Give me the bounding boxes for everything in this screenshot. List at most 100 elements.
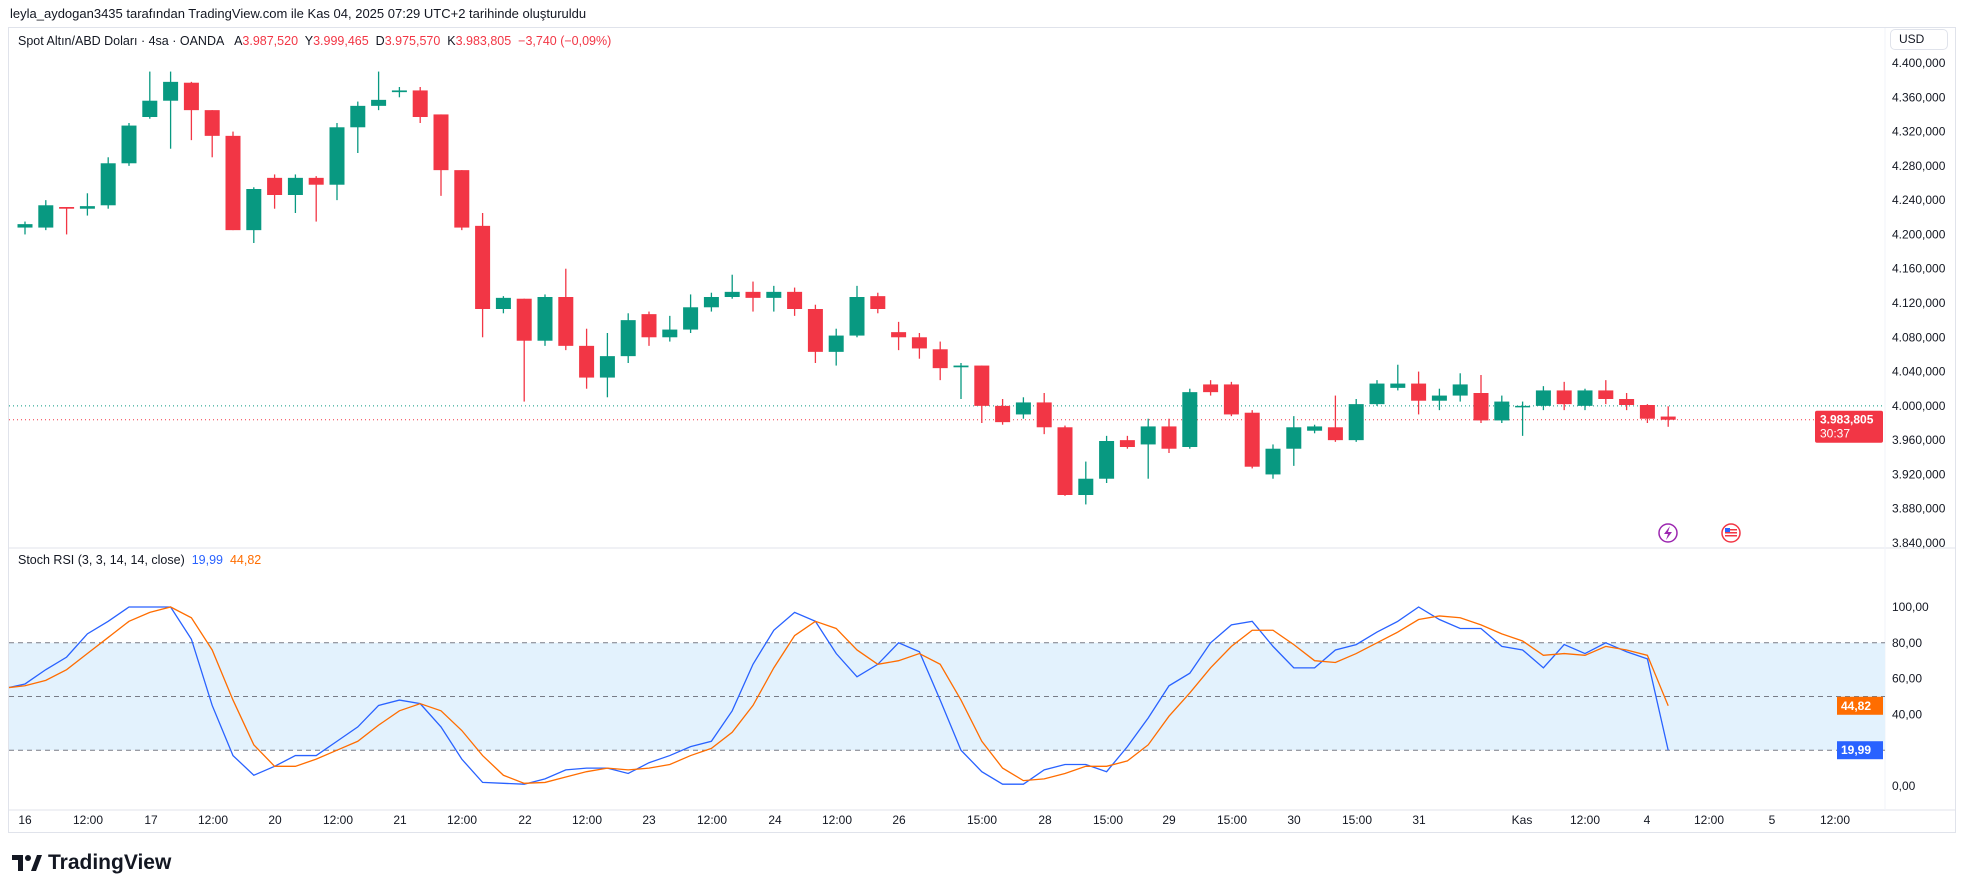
indicator-title: Stoch RSI (3, 3, 14, 14, close) bbox=[18, 553, 185, 567]
time-tick-label: 12:00 bbox=[447, 813, 477, 827]
candle-body bbox=[870, 296, 886, 309]
candle bbox=[495, 296, 511, 314]
candle-body bbox=[724, 291, 740, 297]
flag-stripe bbox=[1725, 535, 1737, 537]
currency-button[interactable]: USD bbox=[1890, 29, 1948, 50]
time-tick-label: 31 bbox=[1412, 813, 1426, 827]
rsi-tick-label: 40,00 bbox=[1892, 707, 1922, 721]
candle bbox=[891, 321, 907, 351]
candle bbox=[995, 399, 1011, 425]
time-tick-label: 30 bbox=[1287, 813, 1301, 827]
time-tick-label: 12:00 bbox=[73, 813, 103, 827]
candle bbox=[308, 176, 324, 222]
rsi-tick-label: 0,00 bbox=[1892, 779, 1916, 793]
candle bbox=[1473, 375, 1489, 423]
rsi-tick-label: 100,00 bbox=[1892, 600, 1929, 614]
candle-body bbox=[891, 332, 907, 338]
logo-text: TradingView bbox=[48, 851, 172, 874]
price-tick-label: 4.320,000 bbox=[1892, 125, 1946, 139]
candle-body bbox=[1307, 426, 1323, 431]
candle bbox=[849, 285, 865, 338]
candle-body bbox=[163, 81, 179, 101]
candle-body bbox=[412, 90, 428, 117]
candle bbox=[828, 328, 844, 366]
candle-body bbox=[38, 205, 54, 228]
price-tick-label: 4.360,000 bbox=[1892, 90, 1946, 104]
candle-body bbox=[599, 356, 615, 378]
candle bbox=[516, 298, 532, 402]
candle-body bbox=[246, 189, 262, 231]
candle bbox=[1411, 371, 1427, 415]
last-price-label: 3.983,805 bbox=[1820, 413, 1874, 427]
candle-body bbox=[1327, 427, 1343, 441]
candle bbox=[433, 114, 449, 196]
price-tick-label: 3.880,000 bbox=[1892, 502, 1946, 516]
price-tick-label: 4.160,000 bbox=[1892, 262, 1946, 276]
low-label: D bbox=[375, 34, 385, 48]
candle bbox=[1078, 461, 1094, 505]
candle-body bbox=[703, 297, 719, 308]
candle bbox=[454, 170, 470, 231]
candle-body bbox=[911, 337, 927, 349]
candle-body bbox=[1244, 412, 1260, 467]
candle bbox=[683, 294, 699, 333]
candle bbox=[1390, 364, 1406, 391]
symbol-title: Spot Altın/ABD Doları · 4sa · OANDA bbox=[18, 34, 225, 48]
candle bbox=[1203, 380, 1219, 396]
candle bbox=[537, 294, 553, 346]
candle bbox=[350, 101, 366, 153]
candle-body bbox=[953, 365, 969, 368]
candle bbox=[1307, 424, 1323, 434]
candle bbox=[703, 292, 719, 312]
candle-body bbox=[1515, 405, 1531, 408]
lightning-glyph bbox=[1664, 526, 1672, 540]
candle-body bbox=[1036, 402, 1052, 428]
candle-body bbox=[683, 307, 699, 330]
candle-body bbox=[849, 297, 865, 336]
time-tick-label: 15:00 bbox=[1342, 813, 1372, 827]
time-tick-label: 23 bbox=[642, 813, 656, 827]
candle-body bbox=[495, 297, 511, 309]
price-tick-label: 4.280,000 bbox=[1892, 159, 1946, 173]
candle bbox=[724, 274, 740, 299]
time-tick-label: 15:00 bbox=[967, 813, 997, 827]
candle bbox=[932, 341, 948, 381]
candle bbox=[558, 268, 574, 351]
candle bbox=[1639, 404, 1655, 423]
candle bbox=[1099, 435, 1115, 483]
candle bbox=[1327, 395, 1343, 442]
candle-body bbox=[828, 335, 844, 352]
candle bbox=[579, 328, 595, 389]
candle-body bbox=[1598, 390, 1614, 399]
candle bbox=[412, 87, 428, 123]
candle-body bbox=[100, 163, 116, 206]
time-tick-label: 12:00 bbox=[1820, 813, 1850, 827]
last-price-label-bg bbox=[1815, 410, 1883, 443]
candle-body bbox=[1556, 390, 1572, 405]
k-value-axis-label-bg bbox=[1837, 741, 1883, 760]
candle bbox=[1286, 416, 1302, 466]
stoch-rsi-legend[interactable]: Stoch RSI (3, 3, 14, 14, close) 19,99 44… bbox=[18, 553, 261, 567]
candle bbox=[391, 87, 407, 98]
time-tick-label: 15:00 bbox=[1217, 813, 1247, 827]
candle-body bbox=[1411, 383, 1427, 401]
candle bbox=[79, 193, 95, 216]
candle-body bbox=[766, 291, 782, 298]
candle bbox=[1119, 435, 1135, 449]
candle-body bbox=[454, 170, 470, 228]
candle-body bbox=[787, 291, 803, 309]
d-value-axis-label-bg bbox=[1837, 696, 1883, 715]
tradingview-logo[interactable]: TradingView bbox=[12, 851, 171, 875]
symbol-legend[interactable]: Spot Altın/ABD Doları · 4sa · OANDA A3.9… bbox=[18, 34, 611, 48]
price-tick-label: 4.240,000 bbox=[1892, 193, 1946, 207]
candle-body bbox=[1286, 427, 1302, 449]
time-tick-label: 16 bbox=[18, 813, 32, 827]
candle bbox=[246, 187, 262, 243]
candle-body bbox=[1161, 426, 1177, 449]
candle bbox=[1182, 388, 1198, 449]
candle bbox=[475, 213, 491, 338]
candle-body bbox=[641, 314, 657, 338]
candle-body bbox=[1639, 405, 1655, 419]
candle-body bbox=[932, 349, 948, 369]
